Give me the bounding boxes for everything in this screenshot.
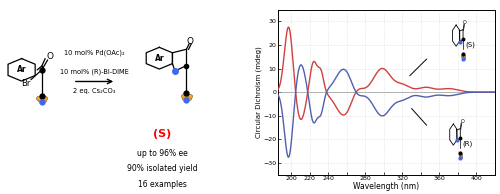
Text: Ar: Ar: [154, 54, 164, 63]
Text: 10 mol% (R)-BI-DIME: 10 mol% (R)-BI-DIME: [60, 68, 129, 75]
Text: O: O: [46, 52, 54, 61]
Text: 10 mol% Pd(OAc)₂: 10 mol% Pd(OAc)₂: [64, 49, 125, 56]
Text: (S): (S): [466, 42, 475, 48]
Text: up to 96% ee: up to 96% ee: [136, 149, 188, 158]
Text: Ar: Ar: [17, 65, 26, 74]
X-axis label: Wavelength (nm): Wavelength (nm): [353, 182, 420, 191]
Text: (R): (R): [462, 141, 473, 147]
Text: O: O: [463, 20, 467, 25]
Text: Br: Br: [21, 79, 30, 88]
Text: 90% isolated yield: 90% isolated yield: [126, 164, 198, 173]
Text: O: O: [460, 119, 464, 124]
Text: 2 eq. Cs₂CO₃: 2 eq. Cs₂CO₃: [74, 88, 116, 94]
Text: O: O: [187, 37, 194, 46]
Text: 16 examples: 16 examples: [138, 180, 186, 189]
Y-axis label: Circular Dichroism (mdeg): Circular Dichroism (mdeg): [255, 46, 262, 138]
Text: (S): (S): [153, 129, 171, 139]
